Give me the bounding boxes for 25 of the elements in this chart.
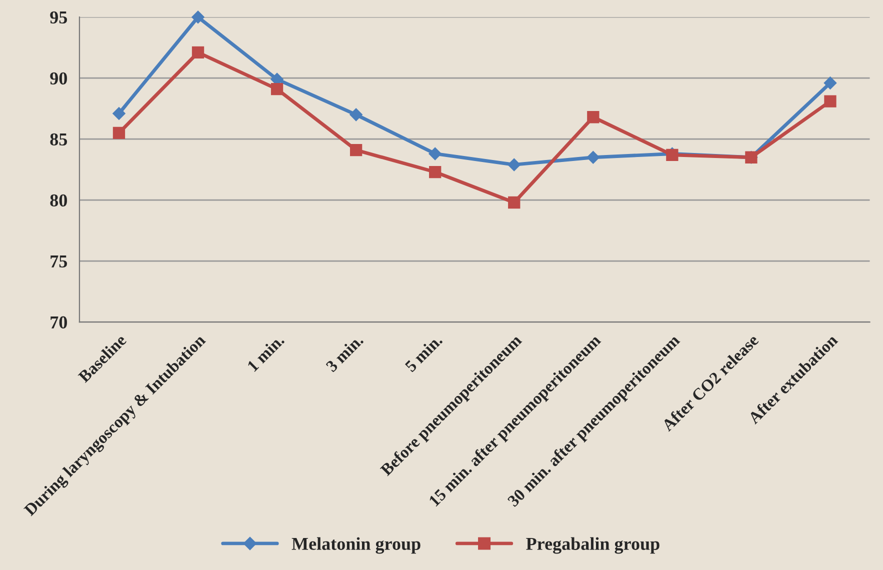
y-tick-label: 90: [50, 72, 67, 85]
point: [192, 10, 204, 24]
x-tick-label: 3 min.: [325, 334, 364, 372]
point: [824, 76, 837, 90]
point: [112, 126, 126, 140]
y-tick-label: 80: [50, 194, 67, 207]
point: [429, 166, 442, 178]
point: [586, 150, 600, 164]
point: [428, 147, 442, 160]
x-tick-label: 1 min.: [246, 334, 285, 372]
legend-label: Pregabalin group: [526, 537, 660, 554]
legend-label: Melatonin group: [292, 537, 420, 554]
point: [112, 107, 126, 120]
y-tick-label: 85: [50, 133, 68, 146]
y-tick-label: 75: [50, 256, 68, 268]
point: [192, 46, 204, 59]
point: [350, 108, 362, 122]
point: [508, 196, 520, 209]
point: [270, 82, 284, 96]
point: [508, 158, 521, 172]
y-tick-label: 95: [50, 11, 68, 24]
point: [587, 111, 600, 124]
point: [824, 95, 836, 108]
point: [350, 144, 362, 156]
y-tick-label: 70: [50, 316, 67, 328]
